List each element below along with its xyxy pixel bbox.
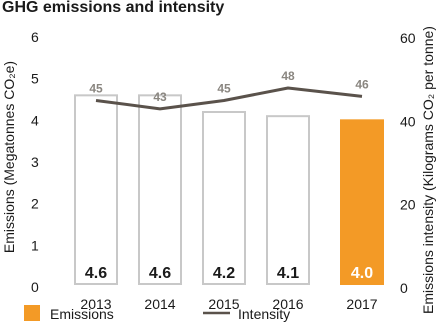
right-tick-0: 0 (400, 280, 408, 296)
x-axis: 2013 2014 2015 2016 2017 (80, 296, 377, 312)
x-tick-2014: 2014 (144, 296, 175, 312)
bar-label-2016: 4.1 (277, 265, 299, 282)
bar-label-2015: 4.2 (213, 265, 235, 282)
right-axis: 0 20 40 60 (400, 30, 416, 296)
legend-label-emissions: Emissions (50, 306, 114, 322)
bar-label-2017: 4.0 (351, 265, 373, 282)
intensity-line-series: 45 43 45 48 46 (89, 69, 369, 111)
right-axis-label: Emissions intensity (Kilograms CO₂ per t… (420, 26, 436, 314)
x-tick-2013: 2013 (80, 296, 111, 312)
bar-label-2014: 4.6 (149, 265, 171, 282)
intensity-label-2016: 48 (281, 69, 295, 83)
x-tick-2016: 2016 (272, 296, 303, 312)
right-tick-60: 60 (400, 30, 416, 46)
bar-2017 (340, 119, 384, 286)
intensity-label-2014: 43 (153, 90, 167, 104)
left-tick-1: 1 (31, 237, 39, 253)
intensity-label-2017: 46 (355, 77, 369, 91)
legend: Emissions Intensity (24, 305, 290, 322)
bar-2015 (202, 111, 246, 285)
left-tick-2: 2 (31, 196, 39, 212)
bars: 4.6 4.6 4.2 4.1 4.0 (74, 94, 384, 286)
intensity-label-2013: 45 (89, 82, 103, 96)
x-tick-2017: 2017 (346, 296, 377, 312)
left-tick-3: 3 (31, 154, 39, 170)
left-tick-6: 6 (31, 29, 39, 45)
legend-label-intensity: Intensity (238, 306, 290, 322)
chart-title: GHG emissions and intensity (2, 0, 224, 16)
intensity-line (95, 86, 363, 111)
left-axis-label: Emissions (Megatonnes CO₂e) (1, 61, 17, 253)
bar-2014 (138, 94, 182, 286)
bar-2013 (74, 94, 118, 286)
left-tick-0: 0 (31, 279, 39, 295)
left-tick-5: 5 (31, 71, 39, 87)
x-tick-2015: 2015 (208, 296, 239, 312)
bar-label-2013: 4.6 (85, 265, 107, 282)
right-tick-40: 40 (400, 113, 416, 129)
right-tick-20: 20 (400, 197, 416, 213)
legend-swatch-emissions (24, 305, 40, 321)
left-axis: 0 1 2 3 4 5 6 (31, 29, 39, 295)
intensity-label-2015: 45 (217, 82, 231, 96)
bar-2016 (266, 115, 310, 285)
left-tick-4: 4 (31, 112, 39, 128)
